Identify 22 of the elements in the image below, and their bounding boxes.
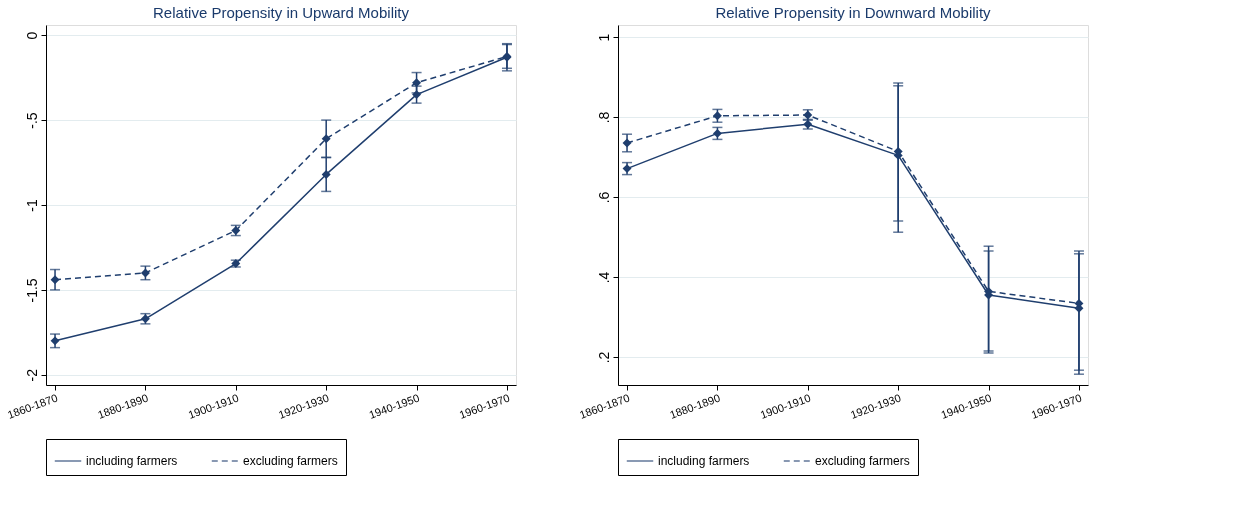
point xyxy=(622,138,632,148)
point xyxy=(321,169,331,179)
legend-label: excluding farmers xyxy=(815,454,910,468)
y-tick-label: .8 xyxy=(595,111,612,124)
legend-label: including farmers xyxy=(658,454,750,468)
point xyxy=(412,90,422,100)
chart-title: Relative Propensity in Upward Mobility xyxy=(153,4,410,21)
legend-label: including farmers xyxy=(86,454,178,468)
chart-title: Relative Propensity in Downward Mobility xyxy=(715,4,992,21)
y-tick-label: 1 xyxy=(595,33,612,42)
y-tick-label: -1.5 xyxy=(23,278,40,303)
y-tick-label: .6 xyxy=(595,191,612,204)
point xyxy=(50,275,60,285)
legend-label: excluding farmers xyxy=(243,454,338,468)
y-tick-label: .4 xyxy=(595,271,612,284)
point xyxy=(412,78,422,88)
y-tick-label: .2 xyxy=(595,351,612,364)
y-tick-label: -.5 xyxy=(23,112,40,129)
y-tick-label: -1 xyxy=(23,199,40,212)
point xyxy=(321,134,331,144)
y-tick-label: 0 xyxy=(23,31,40,40)
y-tick-label: -2 xyxy=(23,368,40,382)
